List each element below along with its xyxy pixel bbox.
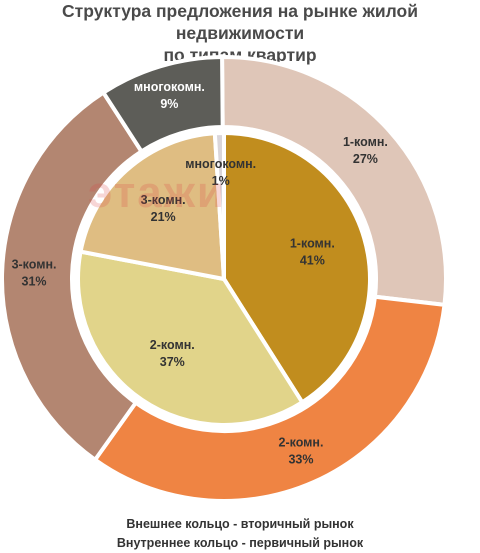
- inner-label-category: 2-комн.: [150, 338, 195, 352]
- watermark-logo: этажи: [88, 168, 226, 217]
- outer-label-category: 3-комн.: [12, 258, 57, 272]
- inner-slice-3-комн: [78, 131, 227, 282]
- outer-label-многокомн: многокомн. 9%: [134, 80, 205, 111]
- inner-label-percent: 1%: [212, 174, 230, 188]
- inner-ring: [76, 130, 372, 427]
- outer-slice-3-комн: [0, 89, 145, 463]
- inner-label-percent: 41%: [300, 253, 325, 267]
- inner-label-category: многокомн.: [185, 157, 256, 171]
- inner-label-многокомн: многокомн. 1%: [185, 157, 256, 188]
- legend-inner-ring: Внутреннее кольцо - первичный рынок: [116, 536, 364, 550]
- outer-label-percent: 31%: [22, 275, 47, 289]
- inner-label-2-комн: 2-комн. 37%: [150, 338, 195, 369]
- outer-label-percent: 27%: [353, 152, 378, 166]
- outer-label-3-комн: 3-комн. 31%: [12, 258, 57, 289]
- inner-slice-2-комн: [76, 249, 305, 427]
- inner-label-1-комн: 1-комн. 41%: [290, 236, 335, 267]
- title-line-1: Структура предложения на рынке жилой нед…: [62, 1, 418, 43]
- inner-label-category: 1-комн.: [290, 236, 335, 250]
- legend-outer-ring: Внешнее кольцо - вторичный рынок: [126, 517, 354, 531]
- inner-label-percent: 21%: [151, 210, 176, 224]
- outer-label-category: 1-комн.: [343, 135, 388, 149]
- inner-label-category: 3-комн.: [141, 193, 186, 207]
- outer-slice-многокомн: [100, 54, 225, 155]
- outer-label-2-комн: 2-комн. 33%: [279, 436, 324, 467]
- outer-label-percent: 9%: [160, 97, 178, 111]
- inner-label-3-комн: 3-комн. 21%: [141, 193, 186, 224]
- outer-label-category: 2-комн.: [279, 436, 324, 450]
- inner-label-percent: 37%: [160, 355, 185, 369]
- outer-slice-1-комн: [220, 55, 448, 308]
- outer-label-1-комн: 1-комн. 27%: [343, 135, 388, 166]
- chart-legend: Внешнее кольцо - вторичный рынок Внутрен…: [0, 515, 480, 553]
- outer-slice-2-комн: [92, 294, 447, 503]
- outer-label-category: многокомн.: [134, 80, 205, 94]
- inner-slice-многокомн: [212, 130, 226, 280]
- outer-ring: [0, 54, 448, 503]
- slice-labels: 1-комн. 27% 2-комн. 33% 3-комн. 31% многокомн.…: [12, 80, 388, 467]
- outer-label-percent: 33%: [288, 453, 313, 467]
